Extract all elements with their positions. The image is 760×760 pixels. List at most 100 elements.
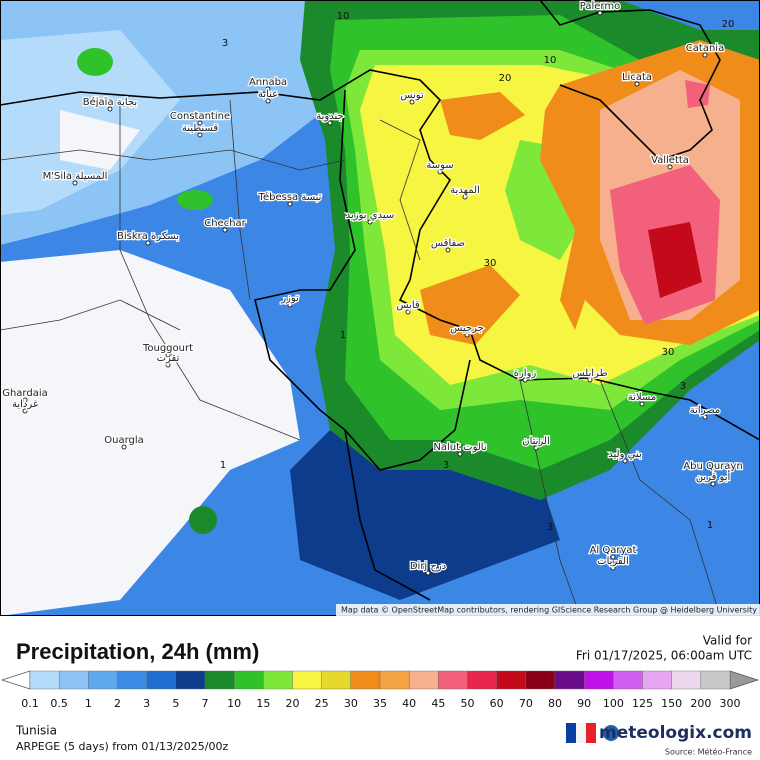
- legend-label: 45: [431, 697, 445, 710]
- legend-label: 35: [373, 697, 387, 710]
- border: [254, 89, 431, 601]
- city-marker: [522, 377, 528, 383]
- city-label: جرجيس: [450, 323, 484, 334]
- legend-swatch: [146, 670, 177, 690]
- city-marker: [457, 451, 463, 457]
- precip-area: [685, 80, 710, 108]
- contour-label: 10: [337, 11, 350, 22]
- contour-label: 30: [662, 347, 675, 358]
- legend-label: 40: [402, 697, 416, 710]
- legend-label: 3: [143, 697, 150, 710]
- city-label: Nalut نالوت: [433, 442, 486, 453]
- city-marker: [121, 444, 127, 450]
- contour-label: 1: [220, 460, 226, 471]
- city-marker: [597, 10, 603, 16]
- city-label: Licata: [622, 72, 652, 83]
- legend-label: 60: [490, 697, 504, 710]
- city-marker: [22, 397, 28, 403]
- city-marker: [265, 86, 271, 92]
- city-marker: [222, 227, 228, 233]
- legend-swatch: [700, 670, 731, 690]
- city-label: مصراتة: [690, 405, 720, 416]
- brand: meteologix.com: [599, 723, 752, 743]
- city-marker: [72, 180, 78, 186]
- city-marker: [710, 470, 716, 476]
- city-marker: [667, 164, 673, 170]
- city-label: قسنطينة: [182, 123, 219, 134]
- legend-label: 25: [315, 697, 329, 710]
- legend-label: 300: [720, 697, 741, 710]
- legend-swatch: [554, 670, 585, 690]
- legend: 0.1 0.5 1 2 3 5 7 10 15 20 25 30 35 40 45 50 60 70 80 90 100…: [0, 670, 760, 710]
- city-label: بني وليد: [608, 449, 641, 460]
- city-label: المهدية: [450, 185, 480, 196]
- legend-label: 200: [690, 697, 711, 710]
- city-marker: [587, 377, 593, 383]
- legend-label: 125: [632, 697, 653, 710]
- legend-label: 5: [172, 697, 179, 710]
- legend-label: 1: [85, 697, 92, 710]
- legend-label: 0.5: [50, 697, 68, 710]
- legend-swatch: [88, 670, 118, 690]
- city-label: Biskra بسكرة: [117, 231, 179, 242]
- city-marker: [287, 302, 293, 308]
- legend-label: 7: [202, 697, 209, 710]
- contour-label: 3: [680, 381, 686, 392]
- city-marker: [622, 458, 628, 464]
- city-marker: [107, 106, 113, 112]
- attribution-bg: [336, 604, 760, 616]
- source: Source: Météo-France: [665, 747, 752, 757]
- city-label: طرابلس: [572, 368, 607, 379]
- city-label: Chechar: [204, 218, 246, 229]
- contour-label: 3: [222, 38, 228, 49]
- legend-label: 70: [519, 697, 533, 710]
- city-label: سوسة: [426, 160, 453, 171]
- city-marker: [425, 570, 431, 576]
- legend-swatch: [321, 670, 352, 690]
- legend-swatch: [379, 670, 410, 690]
- legend-swatch: [613, 670, 643, 690]
- contour-label: 1: [340, 330, 346, 341]
- city-marker: [165, 352, 171, 358]
- city-label: تقرت: [157, 353, 180, 364]
- city-label: تونس: [400, 90, 424, 101]
- contour-label: 10: [544, 55, 557, 66]
- precip-area: [177, 190, 213, 210]
- flag: [566, 723, 596, 743]
- city-label: M'Sila المسيلة: [43, 171, 108, 182]
- city-label: Tébessa تبسة: [258, 191, 322, 203]
- legend-label: 30: [344, 697, 358, 710]
- city-marker: [639, 401, 645, 407]
- legend-swatch: [175, 670, 206, 690]
- city-marker: [287, 201, 293, 207]
- city-marker: [197, 132, 203, 138]
- brand-logo: [603, 725, 619, 741]
- legend-swatch: [263, 670, 293, 690]
- legend-swatch: [583, 670, 614, 690]
- city-marker: [327, 120, 333, 126]
- legend-label: 150: [661, 697, 682, 710]
- city-marker: [437, 169, 443, 175]
- legend-swatch: [292, 670, 322, 690]
- city-label: مسلاتة: [628, 392, 656, 403]
- city-marker: [702, 52, 708, 58]
- city-marker: [533, 445, 539, 451]
- title: Precipitation, 24h (mm): [16, 639, 259, 664]
- precip-area: [420, 265, 520, 345]
- legend-swatch: [408, 670, 439, 690]
- city-marker: [165, 362, 171, 368]
- city-marker: [409, 99, 415, 105]
- precip-area: [0, 250, 300, 616]
- legend-label: 10: [227, 697, 241, 710]
- contour-label: 1: [707, 520, 713, 531]
- coastline: [0, 69, 760, 441]
- city-label: Ghardaia: [2, 388, 48, 399]
- precip-area: [440, 92, 525, 140]
- precip-area: [648, 222, 702, 298]
- city-label: Al Qaryat: [590, 545, 637, 556]
- legend-swatch: [204, 670, 235, 690]
- contour-label: 30: [484, 258, 497, 269]
- legend-swatch: [117, 670, 147, 690]
